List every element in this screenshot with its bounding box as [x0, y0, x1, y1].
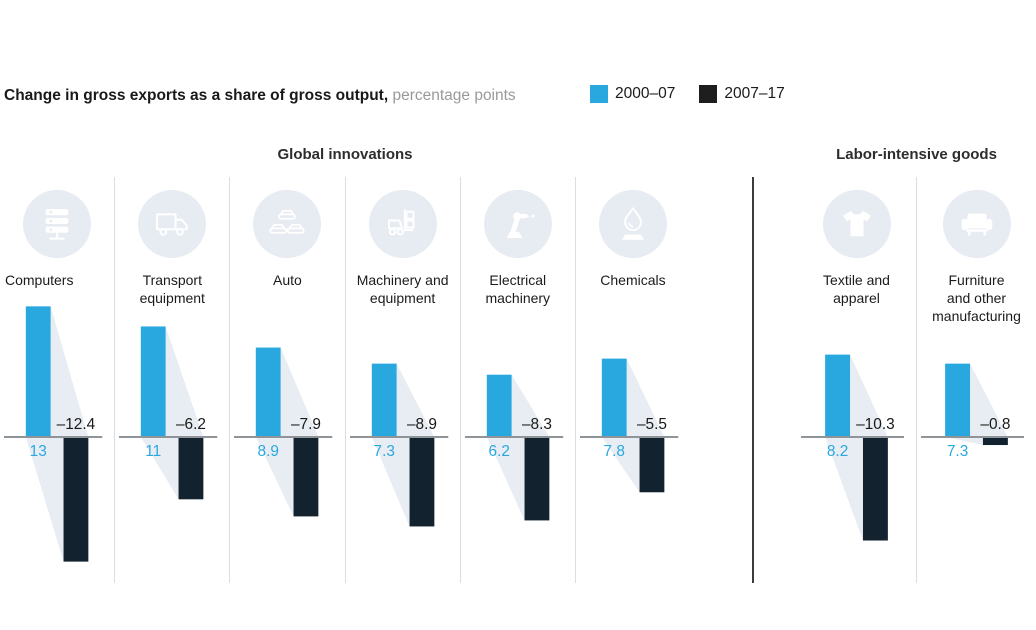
bar-2000-07 — [140, 326, 166, 437]
flow-band-below — [601, 437, 640, 493]
category-icon-circle — [138, 190, 207, 258]
category-column-computers: Computers 13 –12.4 — [0, 177, 114, 583]
value-label-2007-17: –12.4 — [57, 416, 96, 433]
category-label: Furniture and other manufacturing — [932, 272, 1021, 324]
value-label-2007-17: –5.5 — [637, 416, 667, 433]
category-chart: 11 –6.2 — [119, 326, 218, 500]
bar-2000-07 — [825, 354, 851, 437]
category-label: Computers — [5, 272, 74, 288]
section-global-innovations: Computers 13 –12.4 Transport equipment 11 –6.… — [0, 177, 690, 583]
sofa-icon — [961, 213, 992, 236]
cars-icon — [269, 210, 305, 234]
value-label-2007-17: –6.2 — [176, 416, 206, 433]
value-label-2000-07: 6.2 — [488, 443, 509, 460]
category-icon-circle — [23, 190, 92, 258]
bar-2007-17 — [409, 437, 434, 527]
category-column-textile-and-apparel: Textile and apparel 8.2 –10.3 — [797, 177, 916, 583]
bar-2000-07 — [25, 306, 51, 437]
value-label-2000-07: 13 — [30, 443, 47, 460]
category-column-transport-equipment: Transport equipment 11 –6.2 — [114, 177, 229, 583]
category-icon-circle — [598, 190, 667, 258]
category-chart: 7.3 –8.9 — [349, 363, 448, 527]
category-icon-circle — [253, 190, 322, 258]
bar-2007-17 — [639, 437, 665, 493]
category-chart: 7.3 –0.8 — [920, 363, 1025, 460]
category-label: Auto — [273, 272, 302, 288]
category-column-machinery-and-equipment: Machinery and equipment 7.3 –8.9 — [344, 177, 460, 583]
flow-band-above — [970, 363, 1008, 437]
legend-label-2000-07: 2000–07 — [615, 85, 676, 102]
flow-band-below — [825, 437, 863, 541]
value-label-2000-07: 11 — [145, 443, 161, 460]
robot-arm-icon — [506, 212, 535, 238]
section-header-global-innovations: Global innovations — [277, 146, 413, 163]
legend-swatch-2007-17 — [699, 85, 718, 103]
chart-title: Change in gross exports as a share of gr… — [4, 87, 516, 105]
category-chart: 6.2 –8.3 — [464, 374, 563, 521]
legend-label-2007-17: 2007–17 — [724, 85, 785, 102]
bar-2000-07 — [945, 363, 971, 437]
flow-band-below — [140, 437, 179, 500]
flow-band-above — [626, 358, 665, 437]
category-icon-circle — [368, 190, 437, 258]
flow-band-above — [511, 374, 550, 437]
value-label-2000-07: 7.8 — [603, 443, 624, 460]
legend-item-2007-17: 2007–17 — [699, 85, 785, 103]
bar-2007-17 — [63, 437, 89, 562]
category-chart: 8.9 –7.9 — [234, 347, 333, 517]
forklift-icon — [387, 209, 415, 236]
category-chart: 7.8 –5.5 — [579, 358, 679, 493]
category-column-electrical-machinery: Electrical machinery 6.2 –8.3 — [459, 177, 575, 583]
truck-icon — [156, 213, 189, 236]
category-chart: 8.2 –10.3 — [800, 354, 905, 541]
legend-item-2000-07: 2000–07 — [590, 85, 675, 103]
category-chart: 13 –12.4 — [3, 306, 103, 562]
category-label: Electrical machinery — [485, 272, 551, 306]
bar-2007-17 — [524, 437, 550, 521]
category-label: Transport equipment — [139, 272, 205, 306]
value-label-2007-17: –0.8 — [980, 416, 1010, 433]
value-label-2000-07: 7.3 — [947, 443, 968, 460]
bar-2000-07 — [486, 374, 512, 437]
value-label-2007-17: –10.3 — [856, 416, 895, 433]
flow-band-below — [486, 437, 525, 521]
bar-2007-17 — [982, 437, 1008, 446]
flame-icon — [622, 207, 644, 240]
category-column-auto: Auto 8.9 –7.9 — [229, 177, 344, 583]
bar-2007-17 — [293, 437, 319, 517]
category-label: Chemicals — [600, 272, 666, 288]
flow-band-above — [850, 354, 888, 437]
category-label: Textile and apparel — [823, 272, 890, 306]
bar-2007-17 — [178, 437, 204, 500]
servers-icon — [45, 209, 69, 240]
value-label-2000-07: 8.9 — [258, 443, 279, 460]
flow-band-below — [371, 437, 410, 527]
flow-band-below — [256, 437, 294, 517]
value-label-2007-17: –7.9 — [291, 416, 321, 433]
chart-title-sub: percentage points — [392, 87, 516, 104]
chart-title-main: Change in gross exports as a share of gr… — [4, 87, 389, 104]
bar-2000-07 — [601, 358, 627, 437]
legend-swatch-2000-07 — [590, 85, 608, 103]
bar-2000-07 — [256, 347, 281, 437]
category-icon-circle — [942, 190, 1011, 258]
category-icon-circle — [483, 190, 552, 258]
category-column-chemicals: Chemicals 7.8 –5.5 — [574, 177, 690, 583]
section-labor-intensive-goods: Textile and apparel 8.2 –10.3 Furniture and… — [797, 177, 1036, 583]
category-icon-circle — [822, 190, 891, 258]
value-label-2007-17: –8.3 — [522, 416, 552, 433]
tshirt-icon — [842, 210, 871, 237]
value-label-2007-17: –8.9 — [406, 416, 436, 433]
section-divider — [752, 177, 754, 583]
value-label-2000-07: 8.2 — [827, 443, 848, 460]
legend: 2000–07 2007–17 — [590, 85, 809, 103]
category-label: Machinery and equipment — [356, 272, 449, 306]
bar-2007-17 — [862, 437, 888, 541]
value-label-2000-07: 7.3 — [373, 443, 394, 460]
category-column-furniture-and-other-manufacturing: Furniture and other manufacturing 7.3 –0.8 — [916, 177, 1036, 583]
section-header-labor-intensive-goods: Labor-intensive goods — [836, 146, 997, 163]
bar-2000-07 — [371, 363, 397, 437]
